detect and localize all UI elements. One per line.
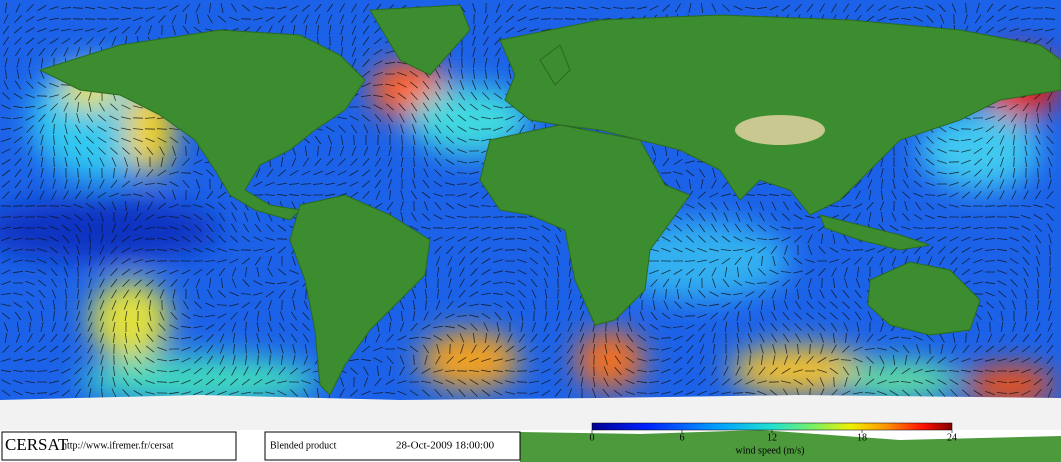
product: Blended product [270, 440, 337, 451]
plateau [735, 115, 825, 145]
url[interactable]: http://www.ifremer.fr/cersat [62, 440, 174, 451]
colorbar-tick-label: 18 [857, 432, 867, 443]
datetime: 28-Oct-2009 18:00:00 [396, 440, 495, 452]
wind-arrows [0, 2, 1056, 399]
antarctica [0, 395, 1061, 430]
colorbar-tick-label: 0 [590, 432, 595, 443]
logo: CERSAT [5, 435, 69, 454]
colorbar-tick-label: 6 [680, 432, 685, 443]
credit-box [1, 431, 237, 461]
colorbar-tick-label: 24 [947, 432, 957, 443]
colorbar-tick-label: 12 [767, 432, 777, 443]
product-box [264, 431, 521, 461]
land [38, 4, 1061, 396]
arrow-field [0, 2, 1056, 399]
colorbar [591, 422, 953, 431]
colorbar-label: wind speed (m/s) [736, 445, 805, 456]
land-strip [520, 430, 1061, 462]
